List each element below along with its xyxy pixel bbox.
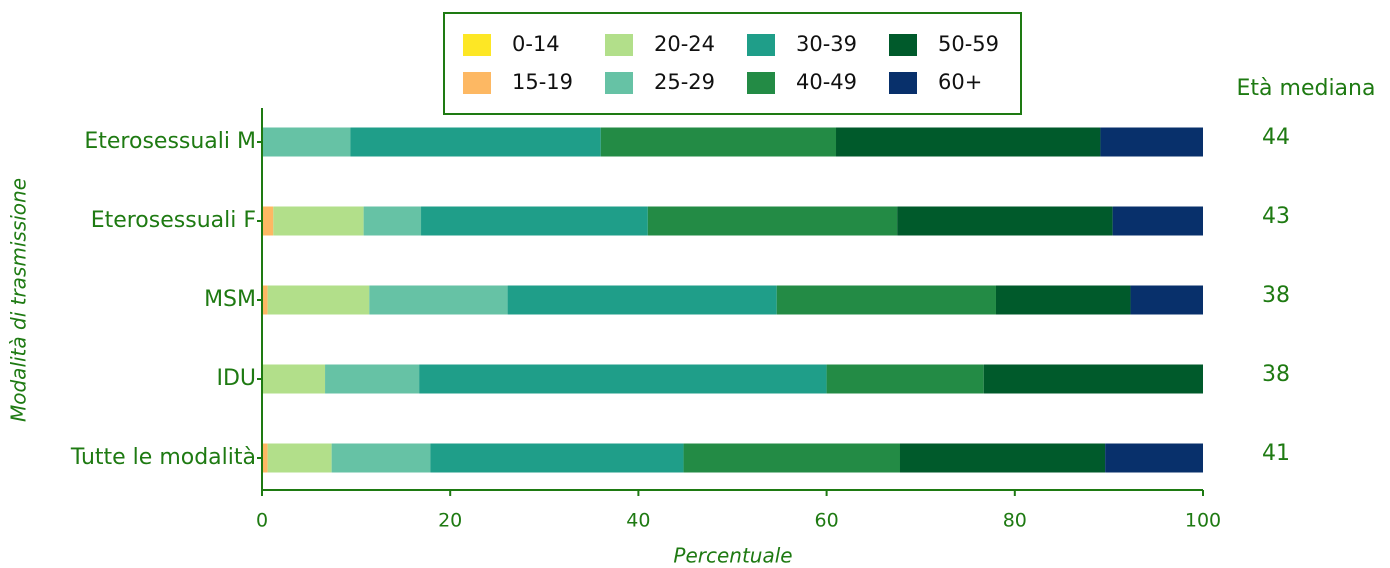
bar-segment (600, 127, 837, 157)
x-tick-label: 60 (815, 510, 839, 532)
bar-segment (363, 206, 422, 236)
legend-swatch (889, 34, 917, 56)
legend-swatch (463, 34, 491, 56)
bar-segment (262, 443, 268, 473)
legend-box (443, 12, 1022, 115)
bar-segment (683, 443, 900, 473)
bar-segment (419, 364, 827, 394)
x-tick-label: 40 (626, 510, 650, 532)
legend-label: 40-49 (796, 70, 857, 94)
median-age: 44 (1262, 125, 1290, 150)
y-tick-label: Eterosessuali M (84, 129, 256, 154)
bar-segment (1112, 206, 1203, 236)
legend-label: 60+ (938, 70, 982, 94)
legend-swatch (889, 72, 917, 94)
bar-segment (267, 443, 332, 473)
bar-segment (507, 285, 777, 315)
legend-label: 0-14 (512, 32, 560, 56)
median-age: 38 (1262, 283, 1290, 308)
legend-label: 15-19 (512, 70, 573, 94)
median-age: 43 (1262, 204, 1290, 229)
x-axis-label: Percentuale (673, 544, 792, 568)
legend-swatch (747, 34, 775, 56)
bar-segment (897, 206, 1113, 236)
bar-segment (262, 285, 268, 315)
bar-segment (262, 206, 274, 236)
bar-segment (350, 127, 601, 157)
median-age: 38 (1262, 362, 1290, 387)
bar-segment (1105, 443, 1203, 473)
bar-segment (836, 127, 1101, 157)
bar-segment (421, 206, 648, 236)
x-tick-label: 20 (438, 510, 462, 532)
bar-segment (776, 285, 996, 315)
legend-swatch (605, 34, 633, 56)
bar-segment (325, 364, 420, 394)
bar-segment (430, 443, 684, 473)
bar-segment (899, 443, 1106, 473)
x-tick-label: 80 (1003, 510, 1027, 532)
bar-segment (262, 127, 351, 157)
bar-segment (1100, 127, 1203, 157)
bar-segment (262, 364, 326, 394)
legend-label: 30-39 (796, 32, 857, 56)
x-tick-label: 100 (1185, 510, 1221, 532)
y-tick-label: IDU (216, 366, 256, 391)
bar-segment (826, 364, 984, 394)
bar-segment (647, 206, 898, 236)
legend-swatch (463, 72, 491, 94)
bar-segment (331, 443, 431, 473)
legend-swatch (605, 72, 633, 94)
median-age: 41 (1262, 441, 1290, 466)
bar-segment (995, 285, 1131, 315)
y-tick-label: MSM (204, 287, 256, 312)
bar-segment (267, 285, 370, 315)
bar-segment (369, 285, 508, 315)
legend-label: 20-24 (654, 32, 715, 56)
bar-segment (273, 206, 364, 236)
legend-swatch (747, 72, 775, 94)
legend-label: 50-59 (938, 32, 999, 56)
y-tick-label: Tutte le modalità (70, 445, 256, 470)
x-tick-label: 0 (256, 510, 268, 532)
y-axis-label: Modalità di trasmissione (7, 178, 31, 422)
legend-label: 25-29 (654, 70, 715, 94)
bar-segment (1130, 285, 1203, 315)
y-tick-label: Eterosessuali F (91, 208, 256, 233)
median-age-header: Età mediana (1237, 76, 1376, 101)
bar-segment (983, 364, 1203, 394)
